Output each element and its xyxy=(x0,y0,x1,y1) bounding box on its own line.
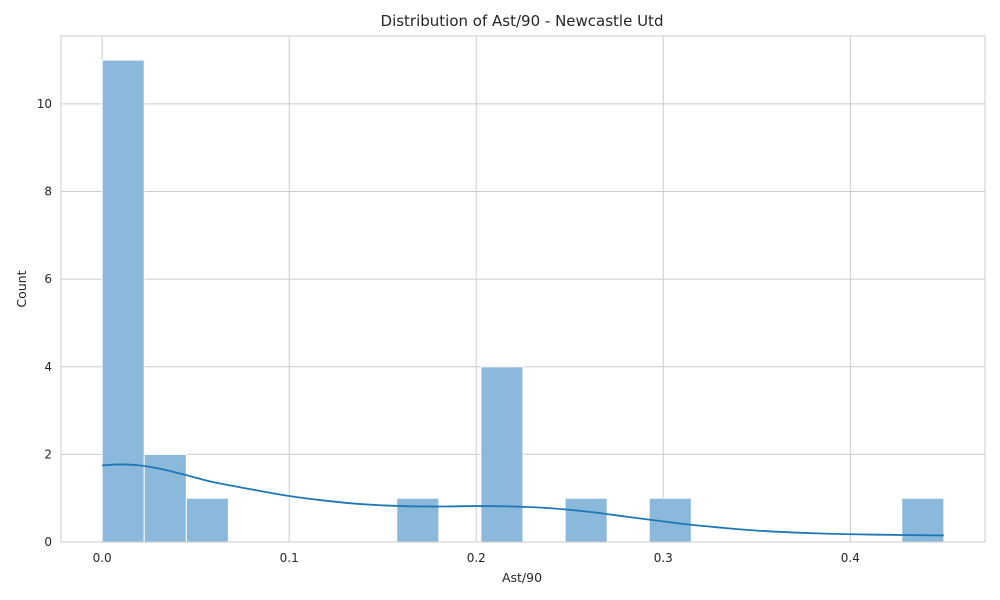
y-tick-label: 8 xyxy=(44,185,52,199)
kde-line xyxy=(102,463,944,537)
y-axis-label: Count xyxy=(14,270,29,307)
y-tick-label: 4 xyxy=(44,360,52,374)
y-tick-label: 6 xyxy=(44,272,52,286)
x-tick-label: 0.4 xyxy=(841,551,860,565)
histogram-bar xyxy=(396,497,440,543)
x-tick-label: 0.2 xyxy=(467,551,486,565)
histogram-bar xyxy=(185,497,229,543)
histogram-bar xyxy=(564,497,608,543)
histogram-bar xyxy=(101,59,145,543)
x-tick-label: 0.3 xyxy=(654,551,673,565)
y-tick-labels: 0 2 4 6 8 10 xyxy=(37,97,52,549)
kde-curve-group xyxy=(102,463,944,537)
y-tick-label: 10 xyxy=(37,97,52,111)
x-tick-label: 0.0 xyxy=(93,551,112,565)
chart-title: Distribution of Ast/90 - Newcastle Utd xyxy=(381,12,664,30)
x-axis-label: Ast/90 xyxy=(502,570,542,585)
plot-area-frame xyxy=(60,35,986,543)
x-tick-label: 0.1 xyxy=(280,551,299,565)
x-tick-labels: 0.0 0.1 0.2 0.3 0.4 xyxy=(93,551,860,565)
histogram-bar xyxy=(480,366,524,543)
y-tick-label: 0 xyxy=(44,535,52,549)
y-tick-label: 2 xyxy=(44,447,52,461)
histogram-bars xyxy=(101,59,945,543)
histogram-bar xyxy=(143,453,187,543)
